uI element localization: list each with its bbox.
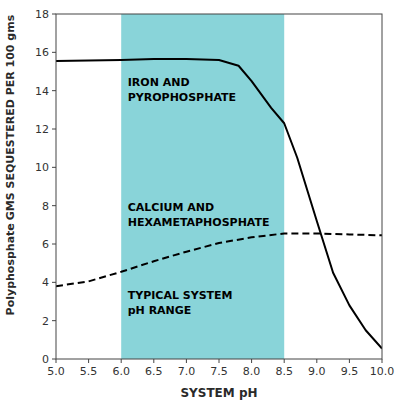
x-tick-label: 9.5 bbox=[341, 365, 359, 378]
chart: 5.0 5.5 6.0 6.5 7.0 7.5 8.0 8.5 9.0 9.5 10.0 0 2 4 6 8 1… bbox=[0, 0, 400, 409]
x-tick bbox=[219, 359, 220, 363]
line bbox=[56, 233, 382, 286]
line bbox=[56, 59, 382, 348]
annotation-line: CALCIUM AND bbox=[128, 201, 214, 214]
y-tick bbox=[52, 244, 56, 245]
x-tick-label: 6.0 bbox=[112, 365, 130, 378]
x-tick-label: 6.5 bbox=[145, 365, 163, 378]
y-tick-label: 10 bbox=[35, 161, 49, 174]
y-tick bbox=[52, 282, 56, 283]
annotation-line: HEXAMETAPHOSPHATE bbox=[128, 216, 270, 229]
y-tick-label: 12 bbox=[35, 123, 49, 136]
x-tick bbox=[153, 359, 154, 363]
y-tick-label: 6 bbox=[42, 238, 49, 251]
y-tick-label: 0 bbox=[42, 353, 49, 366]
plot-marks bbox=[56, 14, 382, 359]
y-tick bbox=[52, 320, 56, 321]
x-tick bbox=[88, 359, 89, 363]
y-tick-label: 16 bbox=[35, 46, 49, 59]
x-tick bbox=[382, 359, 383, 363]
annotation-line: pH RANGE bbox=[128, 304, 192, 317]
x-axis-label: SYSTEM pH bbox=[180, 386, 257, 400]
y-tick bbox=[52, 167, 56, 168]
x-tick bbox=[251, 359, 252, 363]
y-tick bbox=[52, 205, 56, 206]
x-tick-label: 8.5 bbox=[275, 365, 293, 378]
y-tick bbox=[52, 359, 56, 360]
y-tick-label: 18 bbox=[35, 8, 49, 21]
x-tick-label: 7.5 bbox=[210, 365, 228, 378]
y-tick bbox=[52, 90, 56, 91]
annotation-line: IRON AND bbox=[128, 76, 190, 89]
x-tick bbox=[121, 359, 122, 363]
x-tick-label: 5.0 bbox=[47, 365, 65, 378]
y-axis-label: Polyphosphate bbox=[4, 223, 17, 315]
x-tick bbox=[349, 359, 350, 363]
annotation: IRON AND PYROPHOSPHATE bbox=[128, 76, 236, 104]
y-tick-label: 2 bbox=[42, 315, 49, 328]
annotation: CALCIUM AND HEXAMETAPHOSPHATE bbox=[128, 201, 270, 229]
x-tick bbox=[186, 359, 187, 363]
x-tick bbox=[316, 359, 317, 363]
y-tick-label: 4 bbox=[42, 276, 49, 289]
x-tick-label: 9.0 bbox=[308, 365, 326, 378]
y-tick bbox=[52, 14, 56, 15]
y-tick-label: 14 bbox=[35, 85, 49, 98]
annotation: TYPICAL SYSTEM pH RANGE bbox=[128, 289, 233, 317]
plot-area bbox=[56, 14, 382, 359]
x-tick-label: 8.0 bbox=[243, 365, 261, 378]
annotation-line: PYROPHOSPHATE bbox=[128, 91, 236, 104]
x-tick-label: 7.0 bbox=[178, 365, 196, 378]
y-axis-label: GMS SEQUESTERED PER 100 gms bbox=[4, 14, 17, 220]
x-tick-label: 5.5 bbox=[80, 365, 98, 378]
y-tick-label: 8 bbox=[42, 200, 49, 213]
y-tick bbox=[52, 52, 56, 53]
y-tick bbox=[52, 129, 56, 130]
shaded-region bbox=[121, 14, 284, 359]
plot-frame bbox=[56, 14, 382, 359]
x-tick-label: 10.0 bbox=[370, 365, 395, 378]
x-tick bbox=[284, 359, 285, 363]
x-tick bbox=[56, 359, 57, 363]
annotation-line: TYPICAL SYSTEM bbox=[128, 289, 233, 302]
